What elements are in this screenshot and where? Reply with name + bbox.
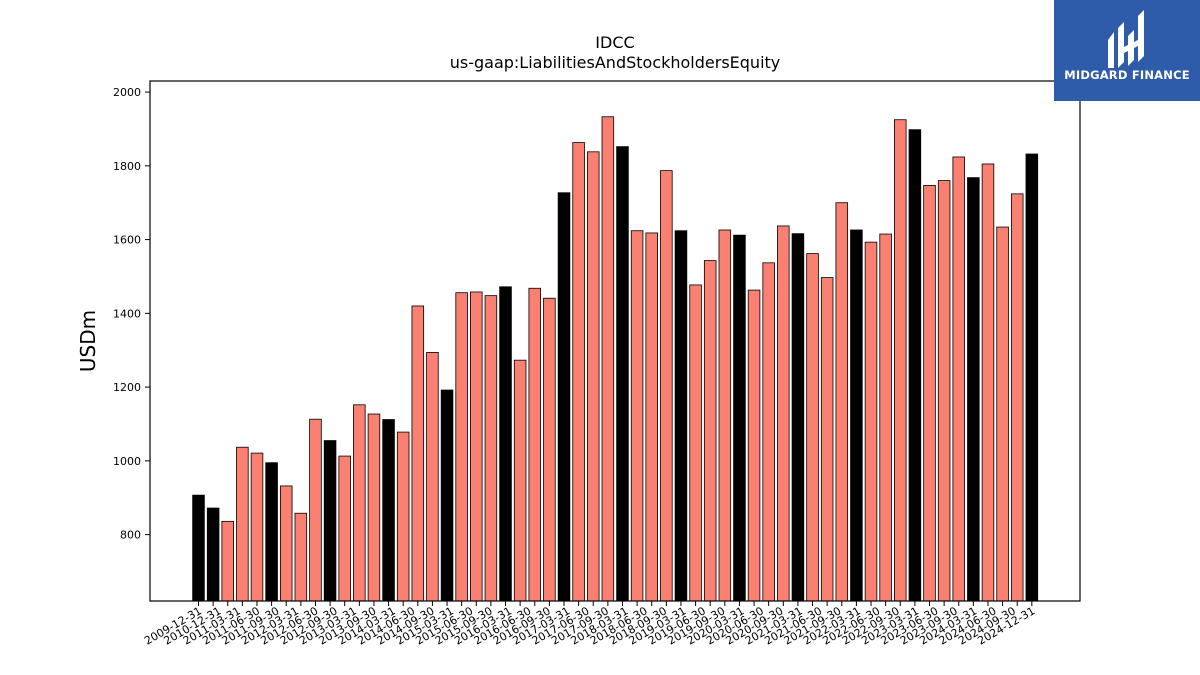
bar [967, 177, 980, 602]
bar [937, 180, 951, 602]
y-tick-label: 1400 [113, 307, 141, 320]
bar [806, 253, 819, 602]
bar [543, 297, 556, 602]
bar [221, 520, 234, 602]
bar [382, 419, 395, 602]
logo-text: MIDGARD FINANCE [1064, 68, 1190, 82]
bar [572, 142, 585, 602]
y-tick-label: 1800 [113, 160, 141, 173]
bar [367, 413, 381, 602]
bar [616, 146, 629, 602]
bar [894, 119, 907, 602]
bar [470, 291, 483, 602]
bar [1025, 153, 1039, 602]
bars [192, 116, 1039, 602]
bar [440, 389, 454, 602]
bar [908, 129, 922, 602]
bar [674, 230, 688, 602]
bar [981, 163, 995, 602]
bar [396, 431, 410, 602]
bar [820, 277, 834, 602]
bar [192, 494, 205, 602]
y-tick-label: 2000 [113, 86, 141, 99]
chart-subtitle: us-gaap:LiabilitiesAndStockholdersEquity [450, 53, 781, 72]
bar [762, 262, 775, 602]
bar [660, 170, 673, 602]
x-axis-ticks: 2009-12-312010-12-312011-03-312011-06-30… [142, 601, 1037, 648]
bar [353, 404, 366, 602]
bar [791, 233, 805, 602]
bar [835, 202, 849, 602]
y-axis-label: USDm [76, 310, 100, 372]
y-axis-ticks: 800 1000 1200 1400 1600 1800 2000 [113, 86, 150, 542]
y-tick-label: 800 [120, 529, 141, 542]
bar [733, 234, 746, 602]
bar [411, 305, 425, 602]
bar [777, 225, 790, 602]
plot-frame [149, 80, 1081, 602]
bar [309, 418, 322, 602]
bar [484, 295, 498, 602]
midgard-finance-logo: MIDGARD FINANCE [1054, 0, 1200, 101]
bar [323, 440, 337, 602]
bar [528, 287, 542, 602]
bar [996, 226, 1009, 602]
bar [426, 352, 439, 602]
bar [236, 446, 249, 602]
bar [718, 229, 732, 602]
bar [1010, 193, 1024, 602]
bar [338, 455, 351, 602]
bar [630, 230, 644, 602]
bar [879, 233, 892, 602]
y-tick-label: 1600 [113, 234, 141, 247]
bar [952, 156, 965, 602]
bar [250, 452, 264, 602]
midgard-logo-icon [1108, 10, 1144, 68]
bar [206, 507, 220, 602]
bar [557, 192, 571, 602]
bar [586, 151, 600, 602]
bar [499, 286, 512, 602]
chart-title: IDCC [595, 33, 634, 52]
bar [294, 512, 308, 602]
bar [850, 229, 863, 602]
bar [864, 241, 878, 602]
bar [645, 232, 658, 602]
bar [689, 284, 702, 602]
y-tick-label: 1000 [113, 455, 141, 468]
y-tick-label: 1200 [113, 381, 141, 394]
bar [265, 462, 278, 602]
bar [279, 485, 293, 602]
bar [747, 289, 761, 602]
bar [513, 359, 527, 602]
bar [601, 116, 615, 602]
bar [923, 184, 936, 602]
bar [703, 260, 717, 602]
bar [455, 292, 468, 602]
